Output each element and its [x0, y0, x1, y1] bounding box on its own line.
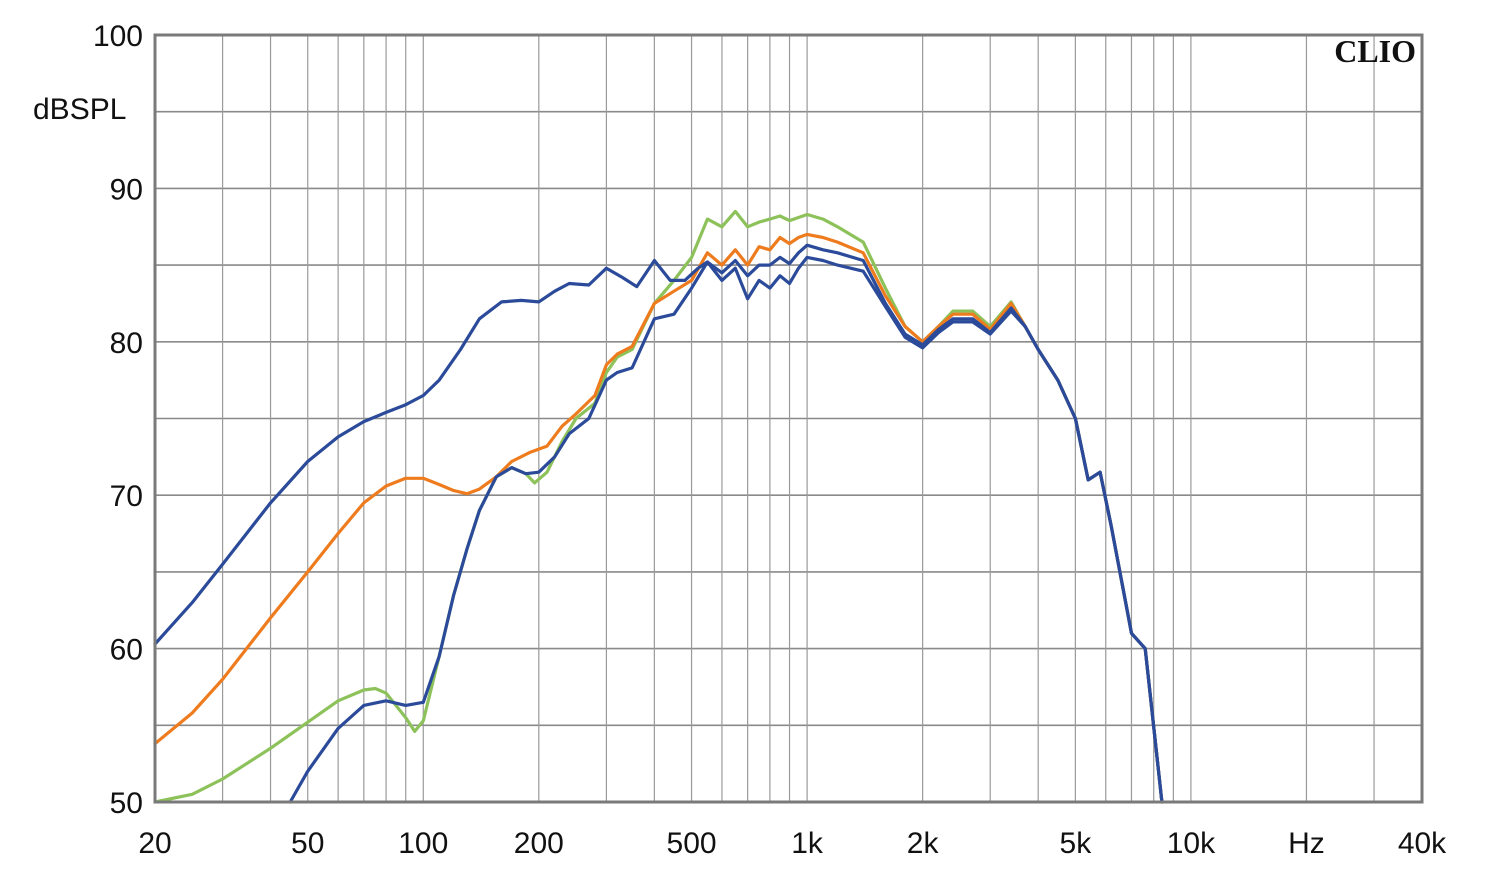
y-tick-label: 70	[110, 480, 143, 513]
y-tick-label: 100	[93, 20, 143, 53]
x-tick-label: 2k	[907, 827, 940, 860]
x-tick-label: 20	[138, 827, 171, 860]
series-line-4	[288, 255, 1164, 804]
x-tick-label: 10k	[1167, 827, 1216, 860]
grid	[155, 35, 1422, 802]
plot-frame	[153, 33, 1424, 804]
series-line-3	[153, 243, 1164, 804]
x-tick-label: 50	[291, 827, 324, 860]
series-line-2	[153, 232, 1164, 804]
y-tick-labels: 50 60 70 80 90 100	[93, 20, 143, 820]
x-tick-label: 40k	[1398, 827, 1447, 860]
x-tick-label: Hz	[1288, 827, 1325, 860]
brand-logo: CLIO	[1334, 33, 1416, 69]
x-tick-label: 100	[398, 827, 448, 860]
x-tick-label: 1k	[791, 827, 824, 860]
y-axis-label: dBSPL	[33, 93, 126, 126]
series-lines	[153, 209, 1164, 804]
y-tick-label: 50	[110, 787, 143, 820]
x-tick-label: 500	[667, 827, 717, 860]
y-tick-label: 90	[110, 173, 143, 206]
y-tick-label: 60	[110, 634, 143, 667]
y-tick-label: 80	[110, 327, 143, 360]
x-tick-label: 200	[514, 827, 564, 860]
x-tick-labels: 20 50 100 200 500 1k 2k 5k 10k Hz 40k	[138, 827, 1447, 860]
x-tick-label: 5k	[1060, 827, 1093, 860]
